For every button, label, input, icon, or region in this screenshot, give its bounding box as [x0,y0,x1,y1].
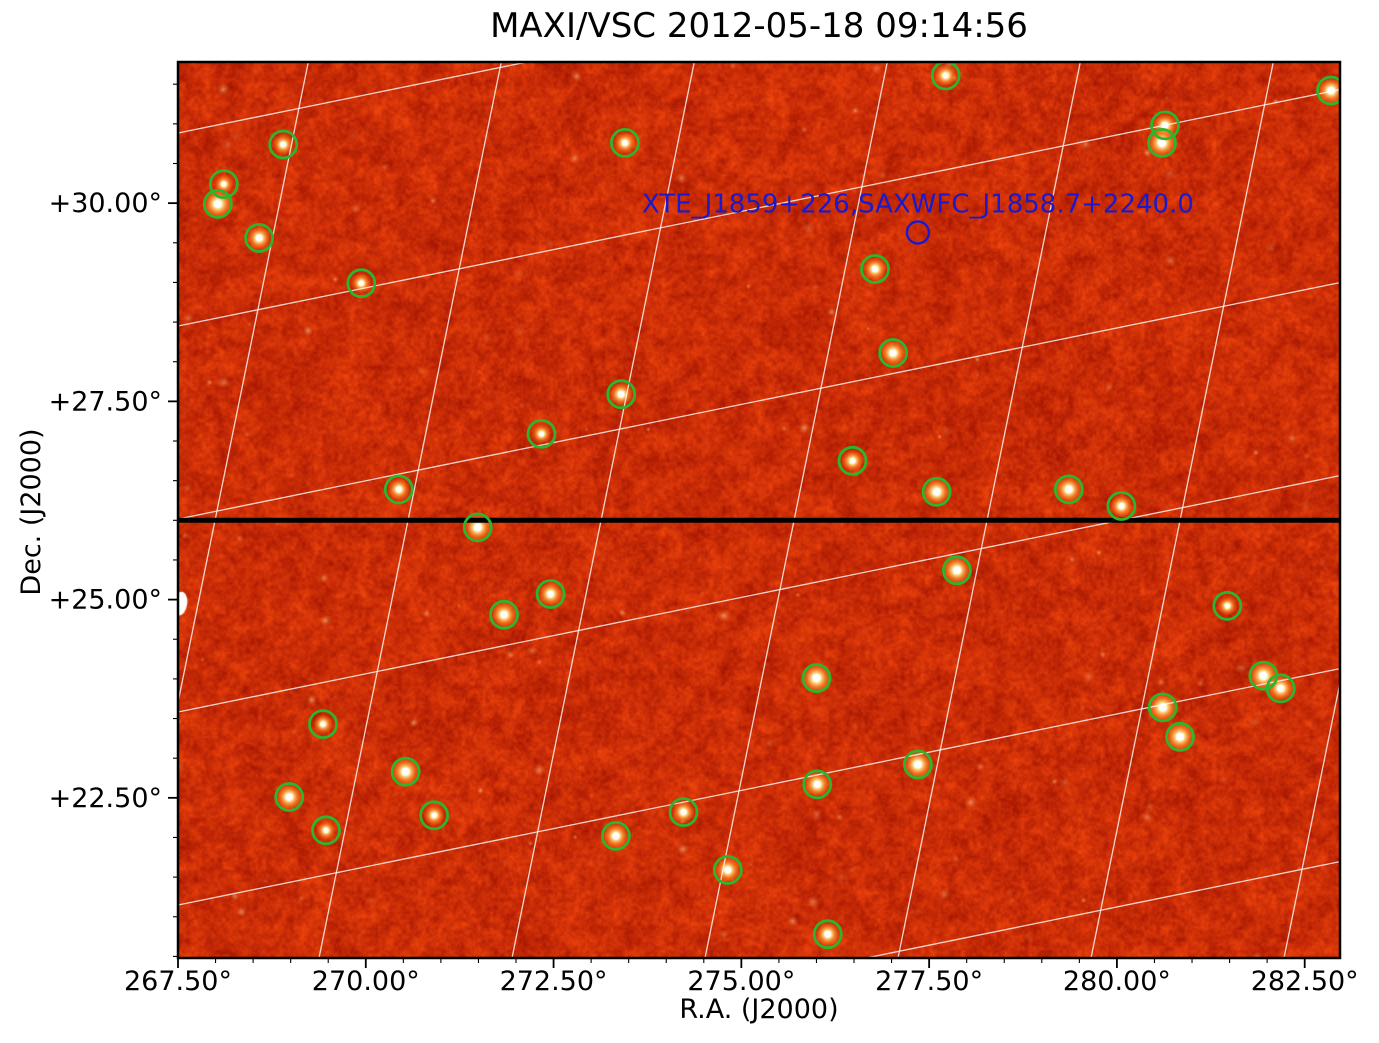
source-marker-circle [1316,75,1340,106]
source-marker-circle [712,855,743,885]
source-marker-circle [383,474,414,505]
grid-line [178,281,1340,520]
source-marker-circle [274,782,305,812]
y-tick-label: +22.50° [49,783,162,814]
source-marker-circle [606,379,637,410]
x-tick-label: 282.50° [1251,966,1359,997]
source-marker-circle [1053,474,1084,505]
source-marker-circle [268,129,299,160]
source-marker-circle [208,169,239,200]
source-marker-circle [535,579,566,609]
source-marker-circle [390,756,421,787]
source-marker-circle [812,919,843,950]
x-tick-label: 272.50° [500,966,608,997]
source-marker-circle [419,800,450,831]
x-tick-label: 275.00° [687,966,795,997]
x-tick-label: 280.00° [1063,966,1171,997]
source-marker-circle [1147,692,1178,723]
source-marker-circle [837,445,868,476]
y-tick-label: +30.00° [49,188,162,219]
source-marker-circle [244,223,275,253]
y-tick-label: +27.50° [49,386,162,417]
source-marker-circle [802,769,833,800]
x-tick-label: 270.00° [312,966,420,997]
figure-title: MAXI/VSC 2012-05-18 09:14:56 [490,6,1028,46]
source-marker-circle [1212,591,1243,621]
grid-line [704,62,888,958]
source-marker-circle [1150,110,1180,141]
source-marker-circle [921,476,952,507]
source-marker-circle [668,797,699,827]
x-tick-label: 267.50° [124,966,232,997]
grid-line [178,62,309,706]
grid-line [1090,62,1274,958]
grid-line [511,62,695,958]
source-marker-circle [202,188,233,219]
source-marker-circle [930,62,961,91]
source-marker-circle [878,338,908,368]
x-tick-label: 277.50° [875,966,983,997]
source-marker-circle [489,599,519,630]
source-marker-circle [942,555,972,586]
grid-line [178,474,1340,713]
transient-label: XTE_J1859+226,SAXWFC_J1858.7+2240.0 [642,190,1194,220]
grid-line [178,667,1340,906]
grid-line [862,860,1340,958]
source-marker-circle [903,749,933,780]
grid-line [178,62,531,134]
grid-line [318,62,502,958]
source-marker-circle [462,512,493,543]
transient-marker-circle [905,220,931,245]
grid-line [178,88,1340,327]
plot-frame [176,60,1342,960]
grid-line [1283,679,1340,958]
source-markers: XTE_J1859+226,SAXWFC_J1858.7+2240.0 [202,62,1340,950]
source-marker-circle [311,815,341,846]
source-marker-circle [1165,721,1195,752]
source-marker-circle [801,663,832,693]
source-marker-circle [526,418,557,449]
source-marker-circle [610,127,640,158]
source-marker-circle [308,709,338,739]
source-marker-circle [346,268,377,299]
grid-line [897,62,1081,958]
source-marker-circle [860,254,890,284]
sky-image-canvas [178,62,1340,958]
y-axis-label: Dec. (J2000) [16,428,47,596]
source-marker-circle [601,821,631,851]
x-axis-label: R.A. (J2000) [679,994,839,1025]
source-marker-circle [1106,491,1137,521]
source-marker-circle [1248,660,1279,691]
source-marker-circle [1265,673,1296,704]
source-marker-circle [1147,127,1177,158]
y-tick-label: +25.00° [49,585,162,616]
